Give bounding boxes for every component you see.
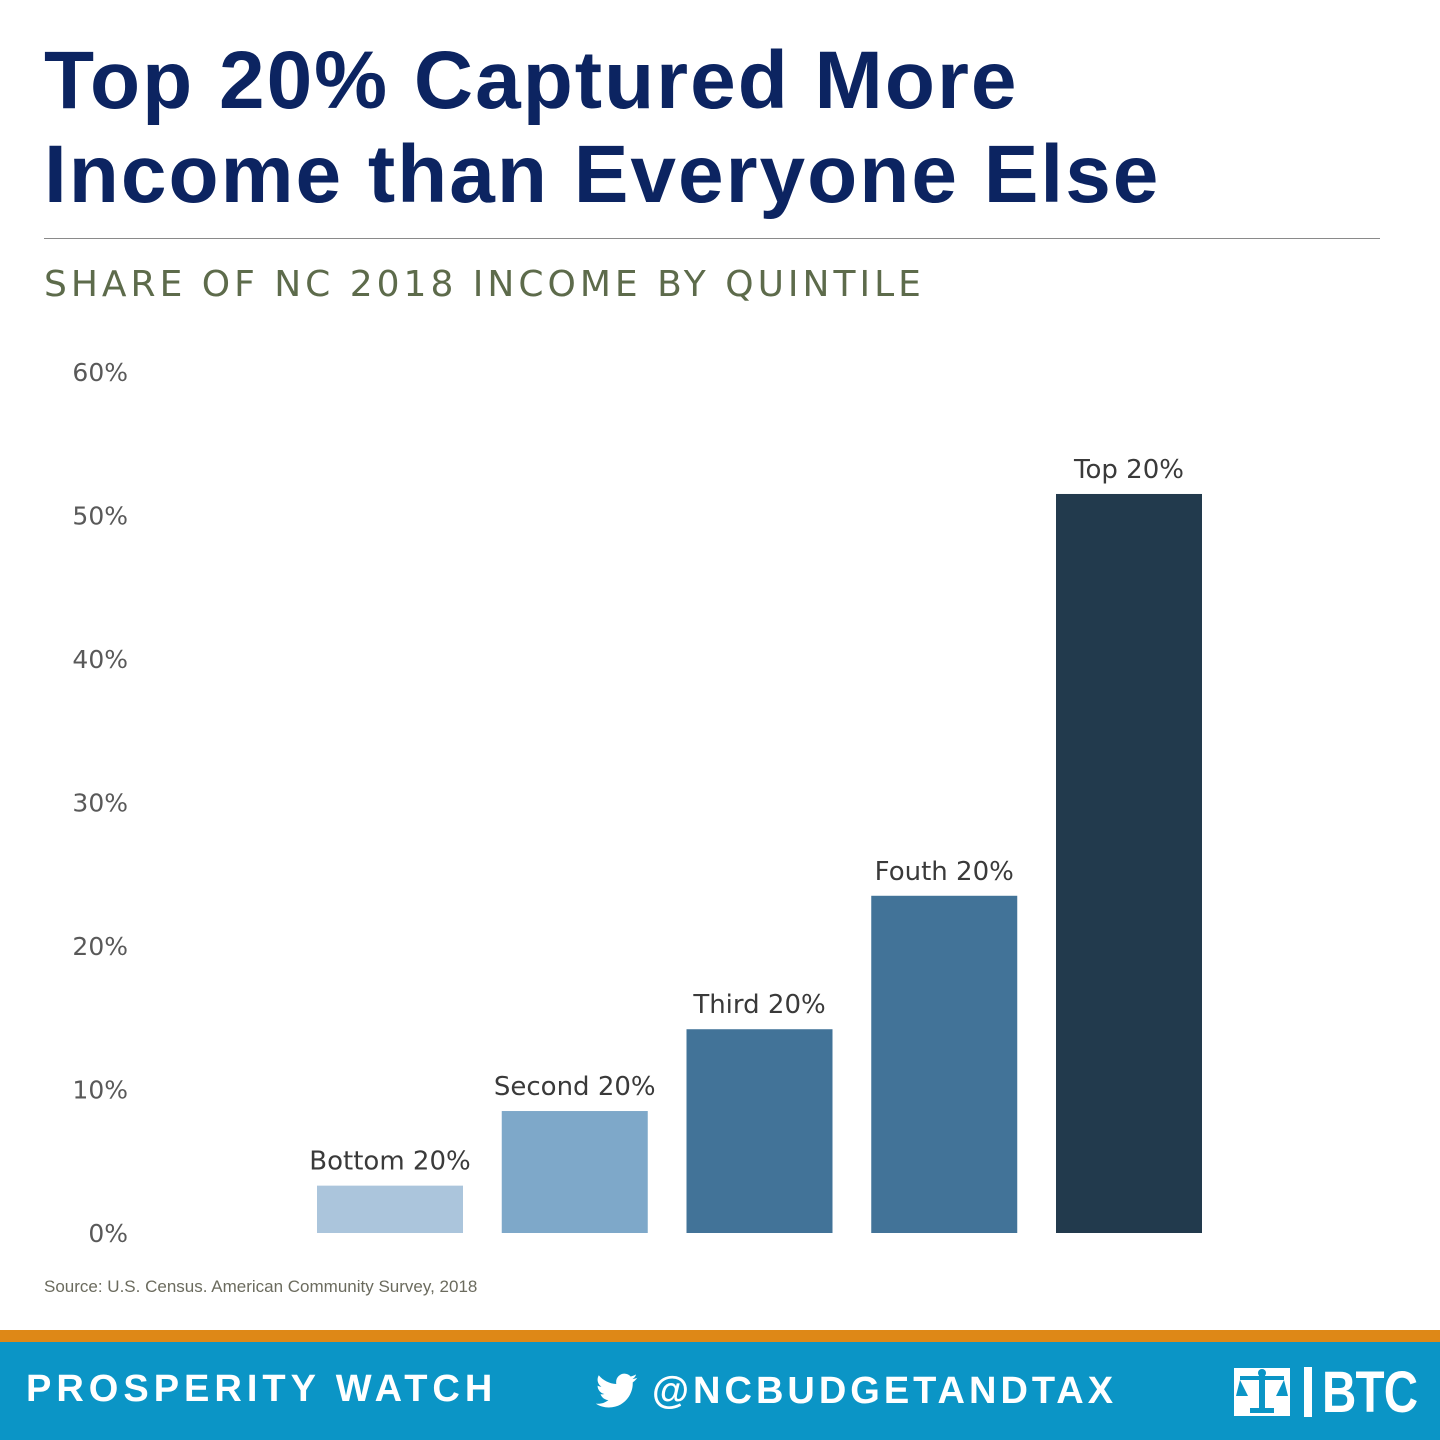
source-note: Source: U.S. Census. American Community … [44, 1277, 478, 1296]
y-tick-label: 50% [72, 502, 128, 531]
btc-logo: BTC [1232, 1359, 1438, 1425]
y-tick-label: 10% [72, 1076, 128, 1105]
footer-bar: PROSPERITY WATCH @NCBUDGETANDTAX BTC [0, 1342, 1440, 1440]
page-title: Top 20% Captured More Income than Everyo… [44, 34, 1404, 222]
bar [686, 1029, 833, 1233]
chart-subtitle: SHARE OF NC 2018 INCOME BY QUINTILE [44, 264, 925, 305]
y-tick-label: 60% [72, 358, 128, 387]
bar-chart: 0% 10% 20% 30% 40% 50% 60% Bottom 20% Second 20%… [72, 358, 1202, 1248]
twitter-handle-link[interactable]: @NCBUDGETANDTAX [596, 1366, 1117, 1416]
title-divider [44, 238, 1380, 239]
btc-wordmark: BTC [1322, 1359, 1418, 1425]
bar-data-label: Second 20% [494, 1072, 656, 1102]
bar [871, 895, 1018, 1233]
y-tick-label: 40% [72, 645, 128, 674]
bar [317, 1185, 463, 1233]
bar-data-label: Top 20% [1073, 455, 1184, 485]
twitter-bird-icon [596, 1373, 638, 1408]
y-tick-label: 30% [72, 789, 128, 818]
y-tick-label: 20% [72, 932, 128, 961]
title-line-2: Income than Everyone Else [44, 129, 1161, 220]
bar-data-label: Bottom 20% [309, 1147, 470, 1177]
bar-data-label: Third 20% [692, 990, 825, 1020]
logo-separator [1304, 1367, 1312, 1417]
prosperity-watch-label: PROSPERITY WATCH [26, 1368, 498, 1410]
bar-data-label: Fouth 20% [875, 857, 1014, 887]
title-line-1: Top 20% Captured More [44, 35, 1019, 126]
bar [501, 1111, 648, 1233]
footer-accent-stripe [0, 1330, 1440, 1342]
twitter-handle: @NCBUDGETANDTAX [652, 1369, 1118, 1412]
y-tick-label: 0% [88, 1219, 128, 1248]
bar [1056, 493, 1202, 1234]
btc-scales-logo-icon [1234, 1368, 1290, 1416]
